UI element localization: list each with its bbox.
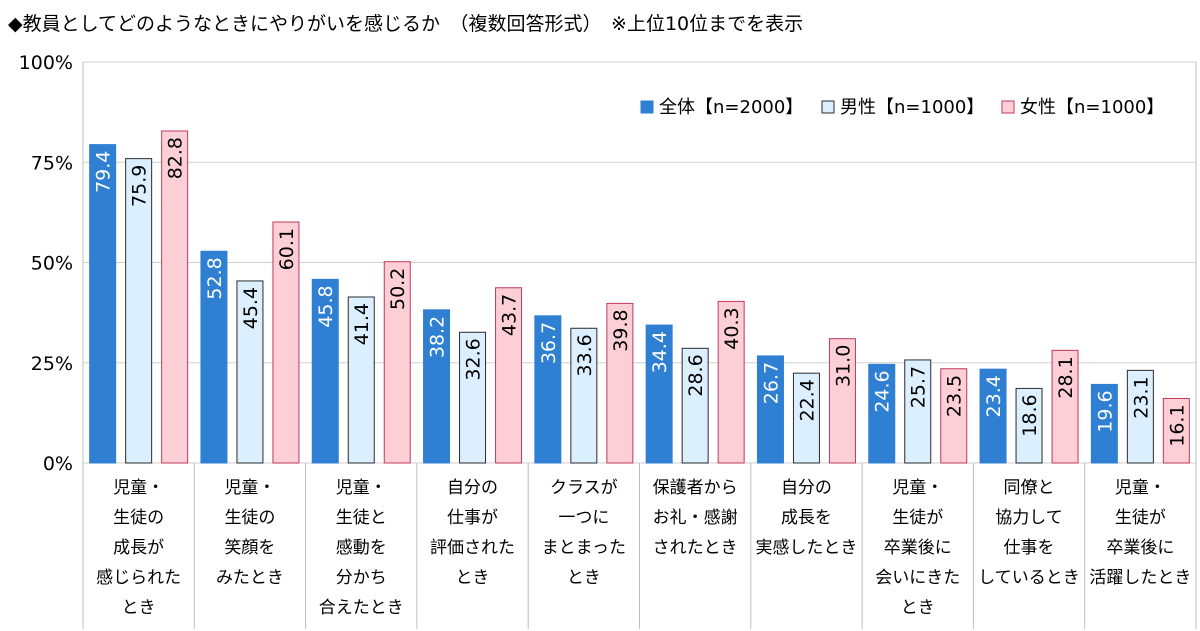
bar [792, 372, 820, 464]
bar [1126, 369, 1154, 464]
bar-value-label: 50.2 [387, 268, 409, 310]
bar [868, 363, 896, 464]
bar [459, 331, 487, 464]
bar [645, 324, 673, 464]
bar [495, 287, 523, 464]
bar-value-label: 18.6 [1019, 394, 1041, 436]
bar-value-label: 32.6 [463, 338, 485, 380]
y-tick-label: 50% [31, 253, 73, 275]
x-axis-categories: 児童・生徒の成長が感じられたとき児童・生徒の笑顔をみたとき児童・生徒と感動を分か… [82, 463, 1197, 629]
bar-value-label: 23.1 [1130, 376, 1152, 418]
y-tick-label: 100% [19, 52, 73, 74]
bar [828, 338, 856, 464]
bar [756, 355, 784, 464]
bar [423, 309, 451, 464]
bar-value-label: 52.8 [204, 257, 226, 299]
bar-value-label: 33.6 [574, 334, 596, 376]
bar-value-label: 39.8 [610, 309, 632, 351]
bar-value-label: 34.4 [649, 331, 671, 373]
category-label: クラスが一つにまとまったとき [542, 478, 626, 588]
bar [236, 280, 264, 464]
bar [570, 327, 598, 464]
bar [347, 296, 375, 464]
bar-value-label: 28.1 [1055, 356, 1077, 398]
legend-swatch [640, 100, 654, 114]
bar [161, 130, 189, 464]
bars: 79.4 75.9 82.8 52.8 45.4 60.1 45.8 41.4 50.2 38.2… [89, 130, 1190, 464]
bar [904, 359, 932, 464]
category-label: 児童・生徒が卒業後に活躍したとき [1089, 478, 1191, 588]
bar [1090, 383, 1118, 464]
bar-value-label: 16.1 [1166, 404, 1188, 446]
bar-value-label: 24.6 [872, 370, 894, 412]
bar-value-label: 45.8 [315, 285, 337, 327]
bar [89, 144, 117, 464]
y-tick-label: 25% [31, 353, 73, 375]
bar [125, 158, 153, 464]
category-label: 児童・生徒の成長が感じられたとき [96, 478, 181, 618]
bar-value-label: 26.7 [760, 362, 782, 404]
bar [1015, 387, 1043, 464]
bar-value-label: 36.7 [538, 322, 560, 364]
bar-value-label: 40.3 [721, 307, 743, 349]
legend-label: 男性【n=1000】 [840, 97, 984, 118]
bar [311, 278, 339, 464]
category-label: 自分の成長を実感したとき [755, 478, 857, 558]
bar [534, 315, 562, 464]
bar [940, 368, 968, 464]
bar [681, 347, 709, 464]
bar-value-label: 38.2 [427, 316, 449, 358]
legend-swatch [1001, 100, 1015, 114]
bar [606, 302, 634, 464]
bar-value-label: 23.5 [944, 375, 966, 417]
bar-value-label: 41.4 [351, 303, 373, 345]
category-label: 児童・生徒の笑顔をみたとき [216, 478, 284, 588]
bar-value-label: 25.7 [908, 366, 930, 408]
bar [383, 261, 411, 464]
category-label: 同僚と協力して仕事をしているとき [978, 478, 1080, 588]
bar [200, 250, 228, 464]
chart-title: ◆教員としてどのようなときにやりがいを感じるか （複数回答形式） ※上位10位ま… [8, 13, 803, 35]
bar-value-label: 28.6 [685, 354, 707, 396]
bar [1051, 349, 1079, 464]
bar-value-label: 31.0 [832, 345, 854, 387]
bar-value-label: 43.7 [499, 294, 521, 336]
bar-value-label: 79.4 [93, 151, 115, 193]
bar [272, 221, 300, 464]
legend-label: 女性【n=1000】 [1020, 97, 1164, 118]
bar [1162, 397, 1190, 464]
category-label: 自分の仕事が評価されたとき [430, 478, 515, 588]
bar-value-label: 75.9 [129, 165, 151, 207]
legend-swatch [821, 100, 835, 114]
category-label: 児童・生徒と感動を分かち合えたとき [319, 478, 404, 618]
y-axis-ticks: 0% 25% 50% 75% 100% [19, 52, 73, 475]
bar-value-label: 19.6 [1094, 390, 1116, 432]
bar [979, 368, 1007, 464]
category-label: 保護者からお礼・感謝されたとき [653, 478, 738, 558]
y-tick-label: 75% [31, 152, 73, 174]
legend: 全体【n=2000】 男性【n=1000】 女性【n=1000】 [640, 97, 1164, 118]
bar-value-label: 23.4 [983, 375, 1005, 417]
bar-value-label: 60.1 [276, 228, 298, 270]
bar-value-label: 45.4 [240, 287, 262, 329]
category-label: 児童・生徒が卒業後に会いにきたとき [875, 478, 960, 618]
y-tick-label: 0% [43, 453, 73, 475]
bar-value-label: 22.4 [796, 379, 818, 421]
legend-label: 全体【n=2000】 [659, 97, 803, 118]
bar-value-label: 82.8 [165, 137, 187, 179]
bar [717, 300, 745, 464]
